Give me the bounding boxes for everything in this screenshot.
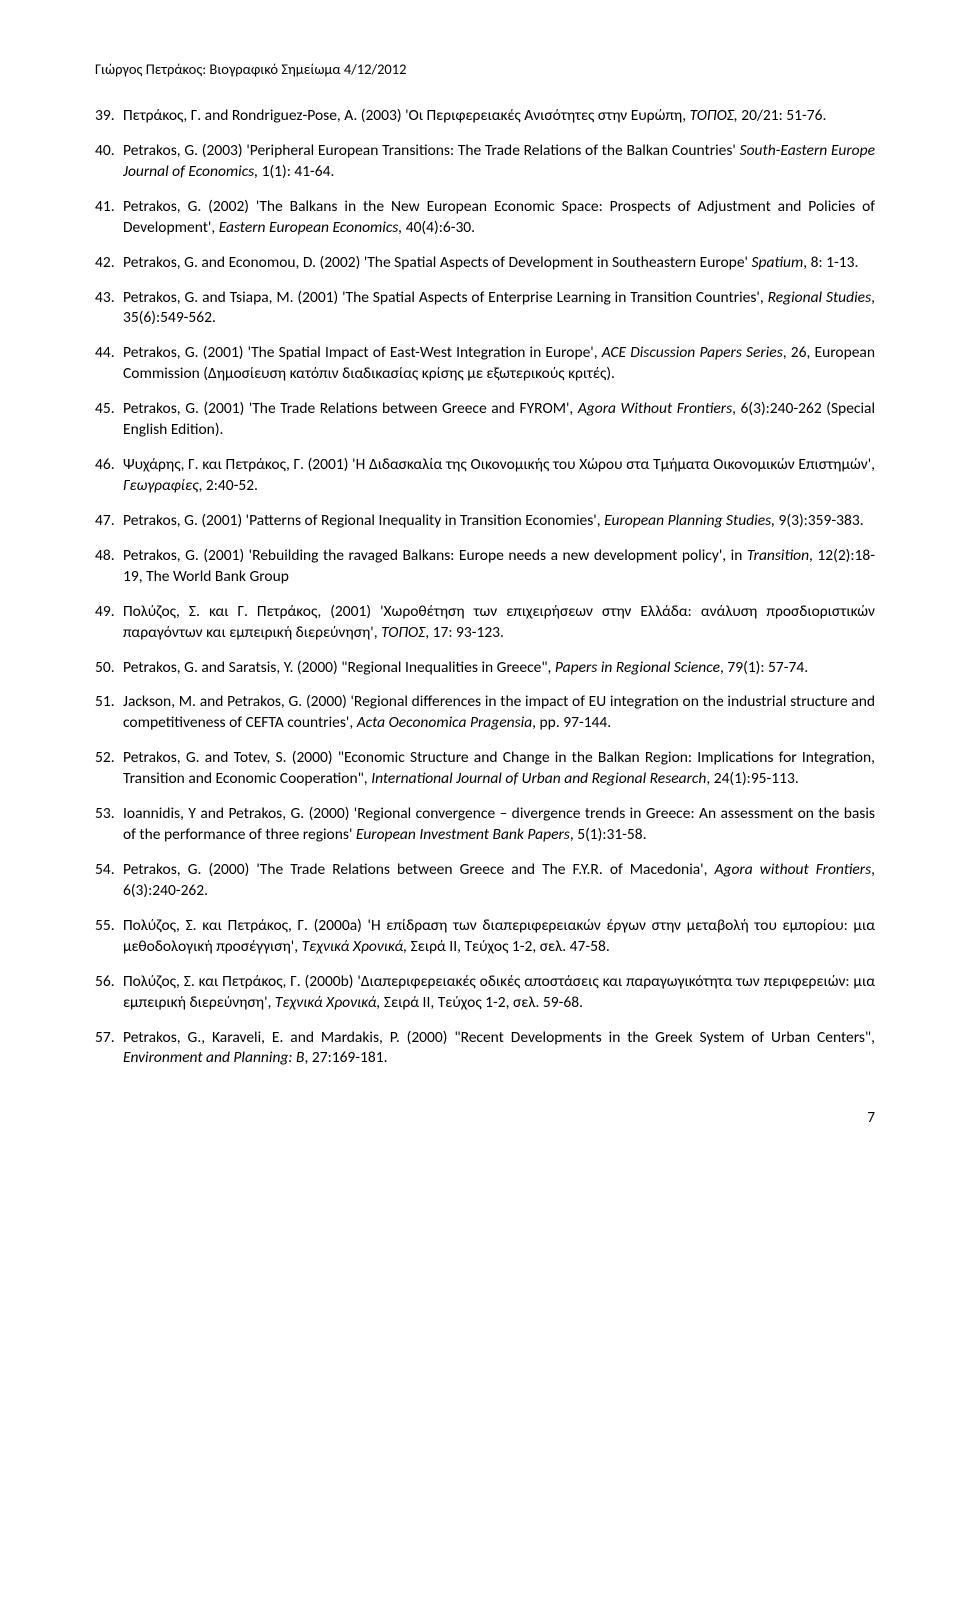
reference-entry: 47.Petrakos, G. (2001) 'Patterns of Regi… [95, 511, 875, 532]
reference-entry: 48.Petrakos, G. (2001) 'Rebuilding the r… [95, 546, 875, 588]
entry-text: Petrakos, G. (2001) 'The Spatial Impact … [123, 343, 875, 385]
entry-text: Petrakos, G. (2000) 'The Trade Relations… [123, 860, 875, 902]
page-number: 7 [95, 1109, 875, 1127]
reference-entry: 45.Petrakos, G. (2001) 'The Trade Relati… [95, 399, 875, 441]
entry-text: Petrakos, G. (2001) 'Rebuilding the rava… [123, 546, 875, 588]
reference-list: 39.Πετράκος, Γ. and Rondriguez-Pose, A. … [95, 106, 875, 1069]
entry-number: 53. [95, 804, 123, 846]
reference-entry: 51.Jackson, M. and Petrakos, G. (2000) '… [95, 692, 875, 734]
entry-number: 50. [95, 658, 123, 679]
entry-number: 57. [95, 1028, 123, 1070]
reference-entry: 41.Petrakos, G. (2002) 'The Balkans in t… [95, 197, 875, 239]
entry-number: 56. [95, 972, 123, 1014]
entry-text: Petrakos, G. (2003) 'Peripheral European… [123, 141, 875, 183]
entry-number: 49. [95, 602, 123, 644]
entry-text: Petrakos, G. (2001) 'The Trade Relations… [123, 399, 875, 441]
entry-text: Petrakos, G. (2001) 'Patterns of Regiona… [123, 511, 875, 532]
page-header: Γιώργος Πετράκος: Βιογραφικό Σημείωμα 4/… [95, 60, 875, 78]
entry-number: 46. [95, 455, 123, 497]
entry-number: 40. [95, 141, 123, 183]
entry-number: 42. [95, 253, 123, 274]
entry-number: 48. [95, 546, 123, 588]
entry-number: 54. [95, 860, 123, 902]
entry-text: Petrakos, G., Karaveli, E. and Mardakis,… [123, 1028, 875, 1070]
page: Γιώργος Πετράκος: Βιογραφικό Σημείωμα 4/… [0, 0, 960, 1167]
reference-entry: 49.Πολύζος, Σ. και Γ. Πετράκος, (2001) '… [95, 602, 875, 644]
entry-text: Πολύζος, Σ. και Πετράκος, Γ. (2000a) 'Η … [123, 916, 875, 958]
reference-entry: 50.Petrakos, G. and Saratsis, Y. (2000) … [95, 658, 875, 679]
entry-text: Πετράκος, Γ. and Rondriguez-Pose, A. (20… [123, 106, 875, 127]
entry-number: 52. [95, 748, 123, 790]
entry-number: 39. [95, 106, 123, 127]
entry-text: Petrakos, G. (2002) 'The Balkans in the … [123, 197, 875, 239]
entry-number: 45. [95, 399, 123, 441]
entry-number: 43. [95, 288, 123, 330]
reference-entry: 43.Petrakos, G. and Tsiapa, M. (2001) 'T… [95, 288, 875, 330]
entry-number: 44. [95, 343, 123, 385]
entry-text: Petrakos, G. and Economou, D. (2002) 'Th… [123, 253, 875, 274]
reference-entry: 54.Petrakos, G. (2000) 'The Trade Relati… [95, 860, 875, 902]
entry-text: Πολύζος, Σ. και Γ. Πετράκος, (2001) 'Χωρ… [123, 602, 875, 644]
reference-entry: 53.Ioannidis, Y and Petrakos, G. (2000) … [95, 804, 875, 846]
entry-number: 55. [95, 916, 123, 958]
entry-text: Πολύζος, Σ. και Πετράκος, Γ. (2000b) 'Δι… [123, 972, 875, 1014]
reference-entry: 44.Petrakos, G. (2001) 'The Spatial Impa… [95, 343, 875, 385]
entry-text: Jackson, M. and Petrakos, G. (2000) 'Reg… [123, 692, 875, 734]
reference-entry: 56.Πολύζος, Σ. και Πετράκος, Γ. (2000b) … [95, 972, 875, 1014]
entry-text: Ψυχάρης, Γ. και Πετράκος, Γ. (2001) 'Η Δ… [123, 455, 875, 497]
reference-entry: 39.Πετράκος, Γ. and Rondriguez-Pose, A. … [95, 106, 875, 127]
reference-entry: 57.Petrakos, G., Karaveli, E. and Mardak… [95, 1028, 875, 1070]
entry-number: 51. [95, 692, 123, 734]
entry-text: Petrakos, G. and Saratsis, Y. (2000) "Re… [123, 658, 875, 679]
reference-entry: 46.Ψυχάρης, Γ. και Πετράκος, Γ. (2001) '… [95, 455, 875, 497]
reference-entry: 55.Πολύζος, Σ. και Πετράκος, Γ. (2000a) … [95, 916, 875, 958]
entry-number: 41. [95, 197, 123, 239]
entry-text: Petrakos, G. and Tsiapa, M. (2001) 'The … [123, 288, 875, 330]
entry-number: 47. [95, 511, 123, 532]
reference-entry: 42.Petrakos, G. and Economou, D. (2002) … [95, 253, 875, 274]
reference-entry: 40.Petrakos, G. (2003) 'Peripheral Europ… [95, 141, 875, 183]
reference-entry: 52.Petrakos, G. and Totev, S. (2000) "Ec… [95, 748, 875, 790]
entry-text: Petrakos, G. and Totev, S. (2000) "Econo… [123, 748, 875, 790]
entry-text: Ioannidis, Y and Petrakos, G. (2000) 'Re… [123, 804, 875, 846]
